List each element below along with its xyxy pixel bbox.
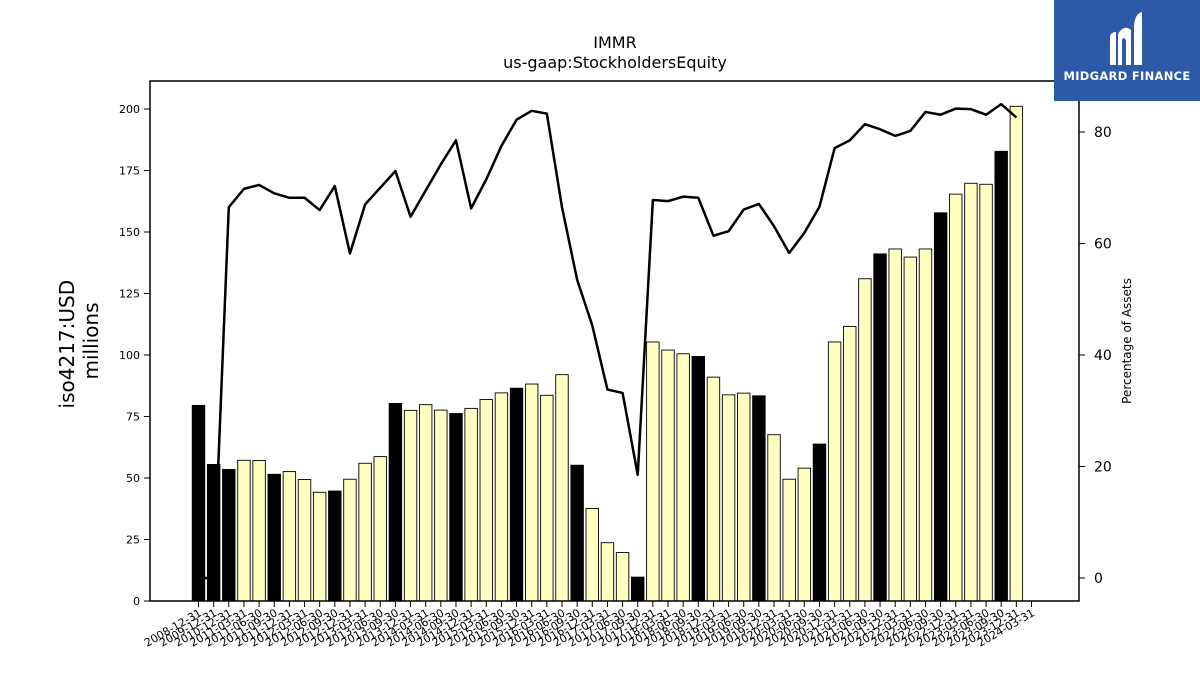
y2-tick-label: 60 (1094, 237, 1112, 253)
bar (540, 394, 554, 602)
bar (191, 404, 206, 602)
bar (812, 443, 827, 602)
chart-title: IMMR (593, 33, 636, 52)
bar (403, 409, 418, 602)
bar (797, 467, 812, 602)
bar (585, 508, 599, 602)
bar (418, 404, 433, 602)
bar (252, 460, 266, 602)
bar (449, 413, 463, 602)
bar (328, 490, 342, 602)
bar (873, 253, 887, 602)
bar (721, 394, 736, 602)
chart-subtitle: us-gaap:StockholdersEquity (503, 53, 727, 72)
y-tick-label: 100 (119, 349, 140, 362)
y2-tick-label: 0 (1094, 571, 1103, 587)
bar (615, 552, 630, 602)
bar (706, 376, 721, 602)
x-axis: 2008-12-312009-12-312010-12-312011-03-31… (142, 601, 1037, 650)
bar-series (191, 105, 1024, 602)
y-tick-label: 0 (133, 595, 140, 608)
bar (267, 473, 281, 602)
bar (388, 403, 403, 602)
bar (737, 392, 751, 602)
bar (691, 356, 705, 602)
logo-mark-icon (1110, 12, 1142, 65)
bar (464, 407, 478, 602)
y-tick-label: 125 (119, 288, 140, 301)
bar (297, 479, 312, 602)
y-tick-label: 200 (119, 103, 140, 116)
bar (949, 193, 963, 602)
y2-axis-label: Percentage of Assets (1120, 278, 1134, 404)
bar (918, 248, 933, 602)
bar (358, 462, 372, 602)
bar (903, 256, 918, 602)
bar (1009, 105, 1024, 602)
left-axis: 0 25 50 75 100 125 150 175 200 (119, 103, 150, 608)
bar (646, 341, 660, 602)
y-tick-label: 75 (126, 411, 140, 424)
logo-text: MIDGARD FINANCE (1063, 69, 1191, 83)
bar (525, 383, 539, 602)
midgard-finance-logo: MIDGARD FINANCE (1054, 0, 1200, 101)
bar (661, 349, 675, 602)
bar (555, 374, 569, 602)
y-tick-label: 25 (126, 534, 140, 547)
bar (933, 212, 948, 602)
bar (509, 387, 524, 602)
bar (600, 542, 615, 602)
bar (494, 392, 509, 602)
bar (827, 341, 842, 602)
bar (373, 456, 387, 602)
y-tick-label: 175 (119, 165, 140, 178)
bar (312, 491, 327, 602)
plot-frame (149, 80, 1080, 602)
percentage-line (198, 102, 1018, 580)
y2-tick-label: 20 (1094, 460, 1112, 476)
bar (858, 278, 872, 602)
y-tick-label: 150 (119, 226, 140, 239)
bar (222, 468, 236, 602)
bar (434, 409, 448, 602)
bar (979, 183, 993, 602)
bar (631, 576, 645, 602)
bar (343, 478, 357, 602)
bar (676, 353, 690, 602)
bar (843, 326, 857, 602)
bar (782, 478, 796, 602)
bar (570, 464, 584, 602)
bar (282, 471, 297, 602)
bar (964, 182, 978, 602)
bar (752, 395, 766, 602)
y2-tick-label: 40 (1094, 348, 1112, 364)
y-tick-label: 50 (126, 472, 140, 485)
y-axis-label: iso4217:USD millions (55, 274, 103, 409)
bar (237, 459, 251, 602)
bar (888, 248, 902, 602)
bar (767, 434, 781, 602)
right-axis: 0 20 40 60 80 (1079, 125, 1112, 587)
y2-tick-label: 80 (1094, 125, 1112, 141)
bar (479, 399, 493, 602)
bar (994, 150, 1008, 602)
